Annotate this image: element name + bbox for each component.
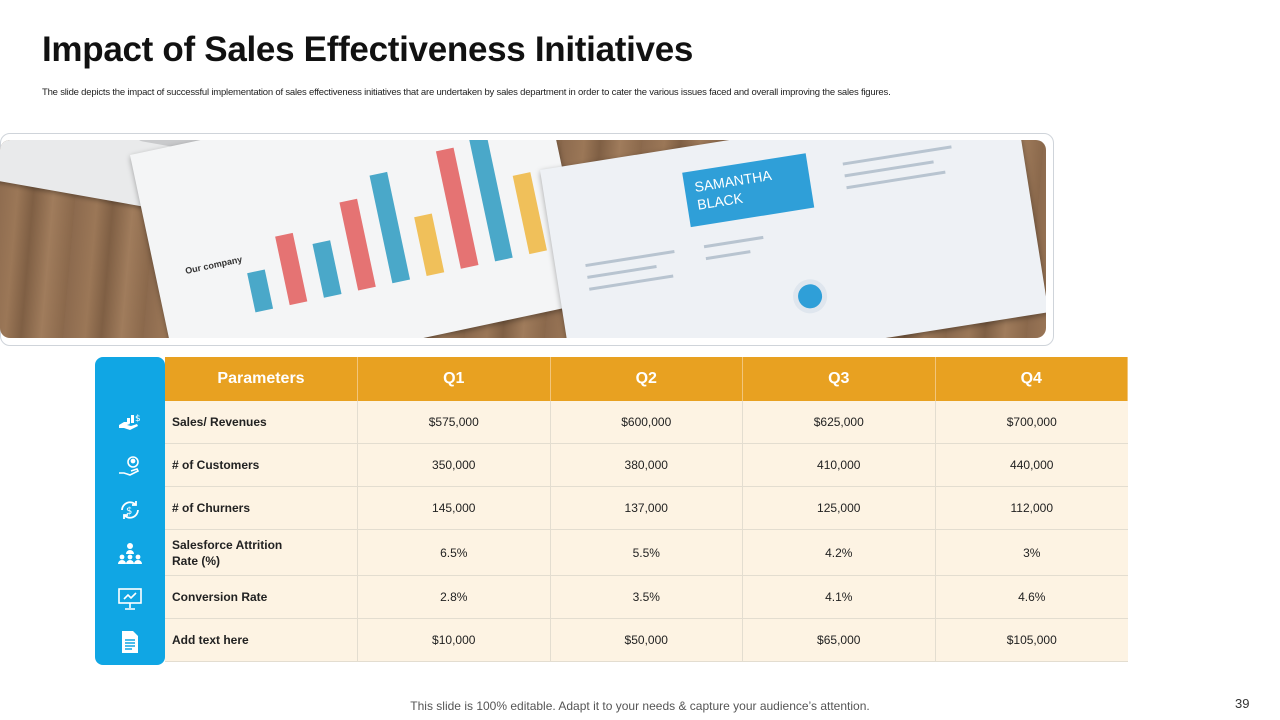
resume-avatar: [790, 276, 830, 316]
row-value-q1: $10,000: [358, 619, 551, 661]
chart-paper: Our company: [130, 140, 591, 338]
table-row: Conversion Rate 2.8% 3.5% 4.1% 4.6%: [165, 576, 1128, 619]
row-label: Add text here: [165, 619, 358, 661]
slide-footer: This slide is 100% editable. Adapt it to…: [410, 699, 870, 713]
row-value-q2: $600,000: [551, 401, 743, 443]
row-value-q1: 145,000: [358, 487, 551, 529]
money-hand-icon: $: [95, 409, 165, 437]
header-q1: Q1: [358, 357, 551, 401]
row-value-q2: 3.5%: [551, 576, 743, 618]
page-number: 39: [1235, 696, 1250, 711]
slide-subtitle: The slide depicts the impact of successf…: [42, 87, 891, 98]
row-value-q4: 440,000: [1010, 458, 1054, 472]
document-icon: [95, 628, 165, 656]
row-value-q1: 6.5%: [358, 530, 551, 575]
svg-text:$: $: [126, 506, 132, 517]
table-row: # of Customers 350,000 380,000 410,000 4…: [165, 444, 1128, 487]
photo-bars: [207, 140, 549, 317]
row-value-q3: 4.2%: [743, 530, 936, 575]
row-value-q4: 3%: [1023, 545, 1041, 560]
resume-paper: SAMANTHA BLACK: [540, 140, 1046, 338]
icon-rail: $ $: [95, 357, 165, 665]
parameters-table: Parameters Q1 Q2 Q3 Q4 Sales/ Revenues $…: [165, 357, 1128, 662]
row-value-q3: 410,000: [743, 444, 936, 486]
customer-hand-icon: [95, 453, 165, 481]
table-header-row: Parameters Q1 Q2 Q3 Q4: [165, 357, 1128, 401]
resume-name-box: SAMANTHA BLACK: [682, 153, 815, 228]
svg-text:$: $: [135, 414, 141, 424]
row-label: Salesforce Attrition Rate (%): [165, 530, 358, 575]
row-label: Sales/ Revenues: [165, 401, 358, 443]
row-value-q4: $700,000: [1006, 415, 1057, 429]
header-q4: Q4: [936, 357, 1128, 401]
table-row: Add text here $10,000 $50,000 $65,000 $1…: [165, 619, 1128, 662]
team-hierarchy-icon: [95, 540, 165, 568]
row-value-q2: $50,000: [551, 619, 743, 661]
row-value-q4: 4.6%: [1018, 590, 1046, 604]
row-value-q2: 137,000: [551, 487, 743, 529]
header-q3: Q3: [743, 357, 936, 401]
row-value-q4: $105,000: [1006, 633, 1057, 647]
header-q2: Q2: [551, 357, 743, 401]
dollar-cycle-icon: $: [95, 496, 165, 524]
row-value-q4: 112,000: [1010, 501, 1054, 515]
row-value-q3: $65,000: [743, 619, 936, 661]
row-value-q2: 5.5%: [551, 530, 743, 575]
slide-title: Impact of Sales Effectiveness Initiative…: [42, 30, 694, 69]
desk-photo: Our company SAMANTHA BLACK: [0, 140, 1046, 338]
row-value-q3: $625,000: [743, 401, 936, 443]
row-value-q1: $575,000: [358, 401, 551, 443]
table-row: Sales/ Revenues $575,000 $600,000 $625,0…: [165, 401, 1128, 444]
table-row: Salesforce Attrition Rate (%) 6.5% 5.5% …: [165, 530, 1128, 576]
presentation-board-icon: [95, 585, 165, 613]
row-label: # of Customers: [165, 444, 358, 486]
row-value-q1: 2.8%: [358, 576, 551, 618]
row-value-q2: 380,000: [551, 444, 743, 486]
row-value-q1: 350,000: [358, 444, 551, 486]
table-row: # of Churners 145,000 137,000 125,000 11…: [165, 487, 1128, 530]
header-parameters: Parameters: [165, 357, 358, 401]
row-label: Conversion Rate: [165, 576, 358, 618]
row-label: # of Churners: [165, 487, 358, 529]
row-value-q3: 125,000: [743, 487, 936, 529]
row-value-q3: 4.1%: [743, 576, 936, 618]
